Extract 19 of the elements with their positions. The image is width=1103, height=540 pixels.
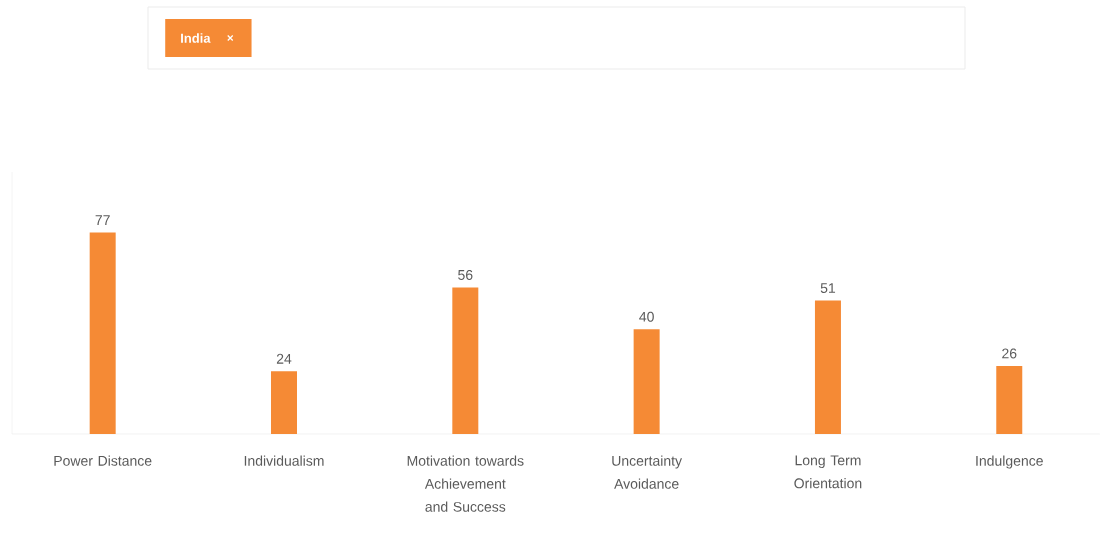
bar [633,329,660,434]
data-label: 77 [95,215,110,225]
data-label: 40 [639,311,654,322]
bar [452,287,479,434]
x-tick-label: Motivation towards Achievement and Success [407,455,524,512]
bar [996,365,1023,434]
bar [271,371,297,434]
data-label: 26 [1002,348,1017,359]
x-tick-label: Indulgence [976,455,1043,469]
data-label: 56 [458,269,473,280]
x-tick-label: Long Term Orientation [794,455,862,489]
x-tick-label: Uncertainty Avoidance [612,455,683,489]
data-label: 51 [820,283,836,293]
x-tick-label: Individualism [244,455,324,466]
text: India [181,33,211,43]
x-tick-label: Power Distance [54,455,152,466]
bar [814,300,841,434]
bar [89,232,116,434]
data-label: 24 [276,353,292,364]
